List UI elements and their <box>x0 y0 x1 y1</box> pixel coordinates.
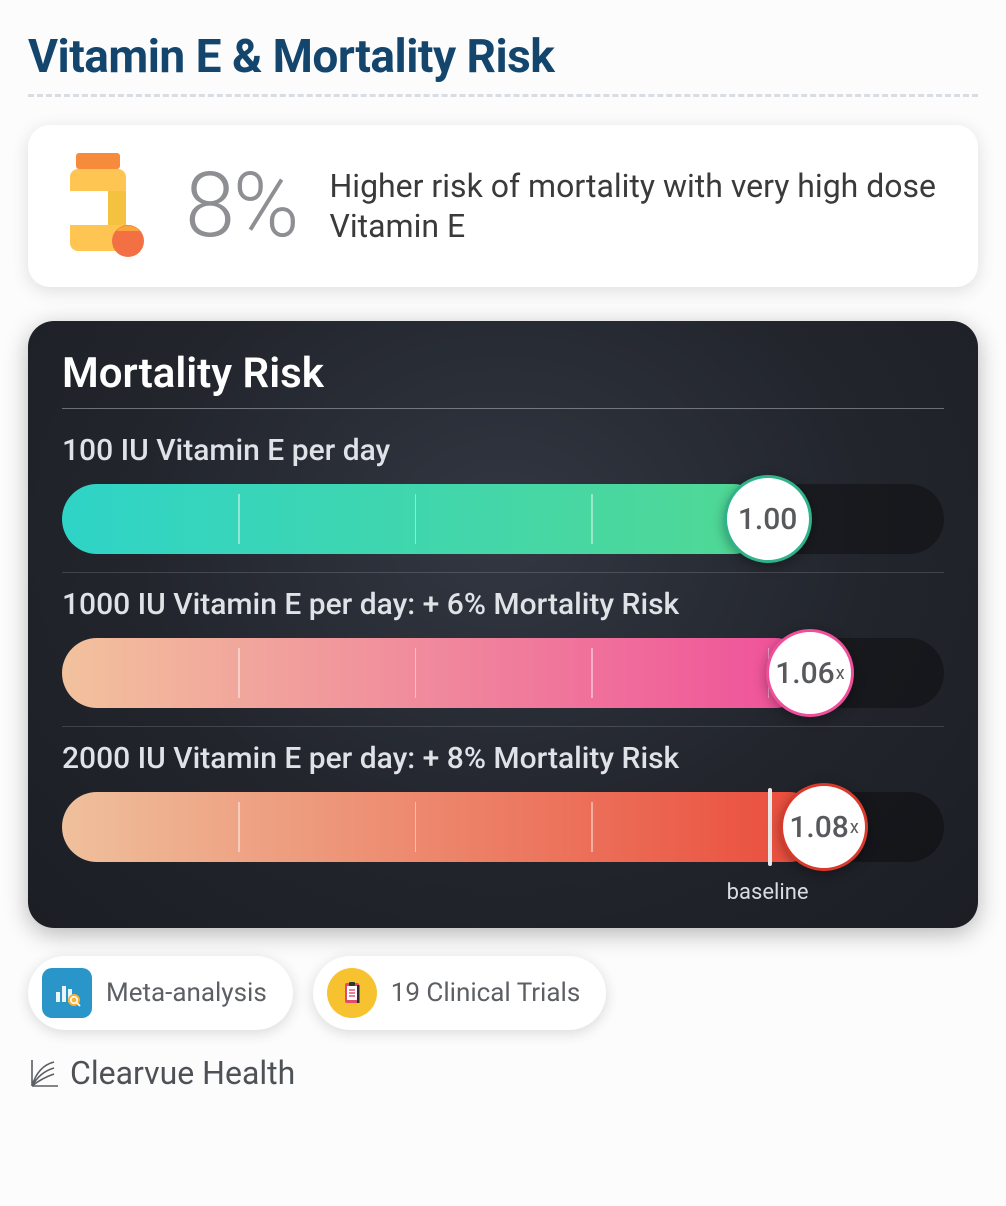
bar-track: 1.00 <box>62 484 944 554</box>
value-badge: 1.00 <box>724 475 812 563</box>
footer-pill-label: 19 Clinical Trials <box>391 978 581 1008</box>
summary-text: Higher risk of mortality with very high … <box>329 166 948 246</box>
value-badge: 1.06x <box>766 629 854 717</box>
brand: Clearvue Health <box>28 1054 978 1092</box>
baseline-line <box>768 788 772 866</box>
baseline-label: baseline <box>727 880 809 905</box>
bar-label: 100 IU Vitamin E per day <box>62 433 944 468</box>
bottle-icon <box>58 149 153 263</box>
summary-card: 8% Higher risk of mortality with very hi… <box>28 125 978 287</box>
chart-icon <box>42 968 92 1018</box>
bar-track: 1.06x <box>62 638 944 708</box>
summary-percent: 8% <box>185 161 297 251</box>
page-title: Vitamin E & Mortality Risk <box>28 30 978 97</box>
chart-title: Mortality Risk <box>62 349 944 409</box>
bar-track: 1.08x <box>62 792 944 862</box>
bar-label: 1000 IU Vitamin E per day: + 6% Mortalit… <box>62 587 944 622</box>
bar-row: 2000 IU Vitamin E per day: + 8% Mortalit… <box>62 727 944 880</box>
footer-pill-label: Meta-analysis <box>106 978 267 1008</box>
bar-fill <box>62 792 824 862</box>
footer-pill: 19 Clinical Trials <box>313 956 607 1030</box>
bar-fill <box>62 638 810 708</box>
footer-pills: Meta-analysis 19 Clinical Trials <box>28 956 978 1030</box>
value-badge: 1.08x <box>780 783 868 871</box>
brand-text: Clearvue Health <box>70 1054 295 1092</box>
footer-pill: Meta-analysis <box>28 956 293 1030</box>
bar-label: 2000 IU Vitamin E per day: + 8% Mortalit… <box>62 741 944 776</box>
brand-icon <box>28 1056 62 1090</box>
clipboard-icon <box>327 968 377 1018</box>
chart-card: Mortality Risk 100 IU Vitamin E per day1… <box>28 321 978 928</box>
bar-row: 100 IU Vitamin E per day 1.00 <box>62 419 944 573</box>
bar-fill <box>62 484 768 554</box>
bar-row: 1000 IU Vitamin E per day: + 6% Mortalit… <box>62 573 944 727</box>
